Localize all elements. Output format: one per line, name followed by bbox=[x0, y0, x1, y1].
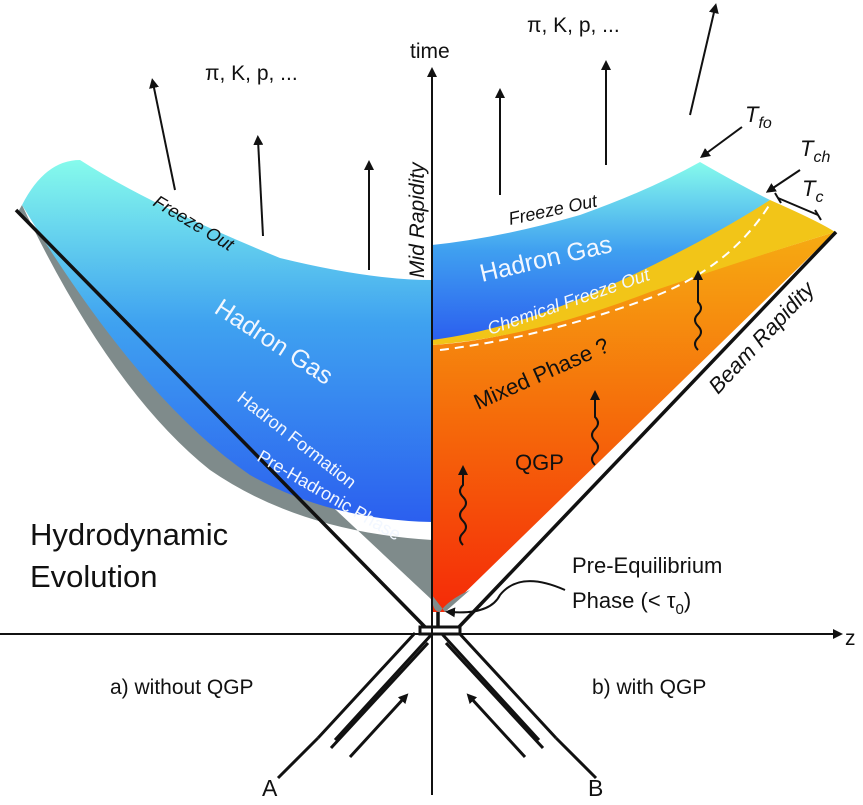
thermal-arrows bbox=[458, 270, 703, 546]
pre-hadronic-region bbox=[18, 205, 432, 600]
t-ch-main: T bbox=[800, 136, 815, 161]
without-qgp-label: a) without QGP bbox=[110, 676, 254, 699]
pre-equilibrium-label-line2: Phase (< τ0) bbox=[572, 588, 691, 618]
light-cone bbox=[14, 208, 838, 632]
hydrodynamic-label-line2: Evolution bbox=[30, 559, 158, 594]
z-axis-label: z bbox=[845, 627, 856, 650]
t-c-label: Tc bbox=[802, 176, 823, 206]
t-ch-label: Tch bbox=[800, 136, 830, 166]
tau-subscript: 0 bbox=[675, 601, 683, 618]
pre-equilibrium-label-line1: Pre-Equilibrium bbox=[572, 553, 722, 578]
temperature-arrows bbox=[699, 126, 822, 221]
with-qgp-label: b) with QGP bbox=[592, 676, 706, 699]
t-c-main: T bbox=[802, 176, 817, 201]
particle-arrows-left bbox=[149, 78, 374, 270]
pre-equilibrium-region bbox=[432, 590, 470, 612]
t-fo-label: Tfo bbox=[745, 102, 772, 132]
collision-vertex bbox=[418, 625, 462, 636]
right-panel bbox=[432, 162, 835, 612]
pre-equilibrium-tau-text: Phase (< τ bbox=[572, 588, 676, 613]
time-axis-label: time bbox=[410, 40, 450, 63]
nucleus-b-label: B bbox=[588, 775, 603, 801]
pre-equilibrium-pointer bbox=[445, 580, 566, 618]
hydrodynamic-label-line1: Hydrodynamic bbox=[30, 517, 228, 552]
t-c-sub: c bbox=[815, 189, 823, 206]
chemical-freeze-out-line bbox=[439, 203, 771, 351]
qgp-region bbox=[432, 232, 835, 612]
incoming-beams bbox=[276, 631, 598, 780]
axes bbox=[0, 67, 843, 795]
qgp-label: QGP bbox=[515, 450, 564, 475]
t-fo-main: T bbox=[745, 102, 760, 127]
t-ch-sub: ch bbox=[813, 149, 830, 166]
mid-rapidity-label: Mid Rapidity bbox=[406, 161, 429, 278]
hadron-gas-region-left bbox=[22, 160, 432, 522]
particles-label-right: π, K, p, ... bbox=[527, 14, 620, 37]
t-fo-sub: fo bbox=[758, 115, 771, 132]
left-panel bbox=[18, 160, 432, 600]
pre-equilibrium-close: ) bbox=[684, 588, 691, 613]
nucleus-a-label: A bbox=[262, 775, 278, 801]
particles-label-left: π, K, p, ... bbox=[205, 62, 298, 85]
hadron-gas-region-right bbox=[432, 162, 770, 340]
particle-arrows-right bbox=[495, 3, 719, 195]
